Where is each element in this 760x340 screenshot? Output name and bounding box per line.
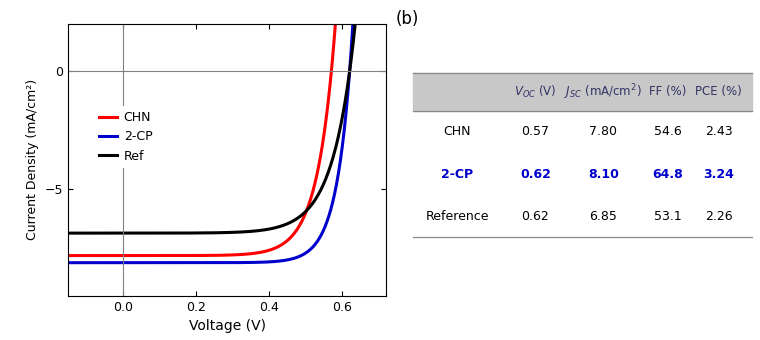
2-CP [64,261,73,265]
Ref [236,230,245,234]
Text: CHN: CHN [444,125,471,138]
2-CP [325,214,334,218]
CHN [253,251,262,255]
Text: 2.26: 2.26 [705,210,733,223]
CHN [64,254,73,258]
Text: 54.6: 54.6 [654,125,682,138]
Ref [253,229,262,233]
Text: 2.43: 2.43 [705,125,733,138]
X-axis label: Voltage (V): Voltage (V) [188,319,266,333]
Text: Reference: Reference [426,210,489,223]
2-CP [253,260,262,265]
Text: 3.24: 3.24 [703,168,734,181]
Text: $J_{SC}$ (mA/cm$^2$): $J_{SC}$ (mA/cm$^2$) [565,82,642,102]
Line: 2-CP: 2-CP [68,0,386,263]
Y-axis label: Current Density (mA/cm²): Current Density (mA/cm²) [27,79,40,240]
Text: 2-CP: 2-CP [442,168,473,181]
Text: 8.10: 8.10 [587,168,619,181]
Text: 0.62: 0.62 [520,168,551,181]
2-CP [236,260,245,265]
Text: FF (%): FF (%) [649,85,686,98]
Text: 53.1: 53.1 [654,210,682,223]
Ref [325,169,334,173]
Line: CHN: CHN [68,0,386,256]
Text: $V_{OC}$ (V): $V_{OC}$ (V) [514,84,556,100]
Text: 6.85: 6.85 [589,210,617,223]
Text: (b): (b) [396,10,420,28]
Text: 0.57: 0.57 [521,125,549,138]
Ref [217,231,226,235]
Text: 7.80: 7.80 [589,125,617,138]
2-CP [215,261,224,265]
Text: 64.8: 64.8 [652,168,683,181]
CHN [217,253,226,257]
Ref [215,231,224,235]
CHN [215,253,224,257]
CHN [236,253,245,257]
Legend: CHN, 2-CP, Ref: CHN, 2-CP, Ref [93,106,157,168]
Text: PCE (%): PCE (%) [695,85,742,98]
2-CP [217,261,226,265]
Bar [413,73,752,111]
Ref [64,231,73,235]
Text: 0.62: 0.62 [521,210,549,223]
CHN [325,94,334,98]
Line: Ref: Ref [68,0,386,233]
